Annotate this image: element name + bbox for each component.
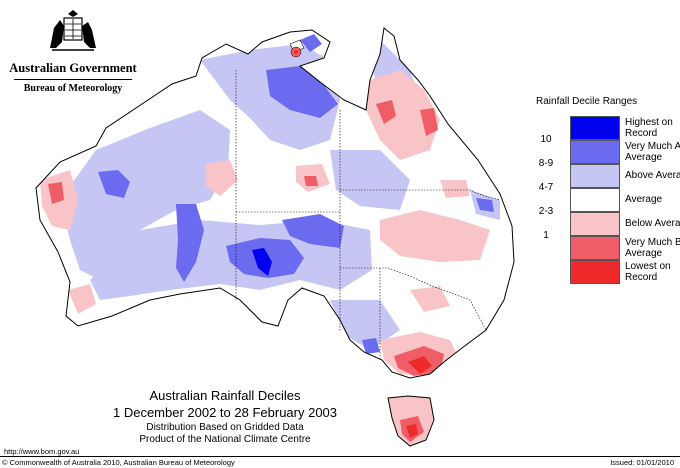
legend-label: Above Average [625, 170, 680, 181]
legend-swatch [570, 212, 620, 236]
map-title: Australian Rainfall Deciles [149, 388, 301, 403]
footer-bar: © Commonwealth of Australia 2010, Austra… [0, 456, 680, 468]
legend-item-above: 8-9 Above Average [526, 158, 680, 188]
map-note-distribution: Distribution Based on Gridded Data [146, 422, 304, 433]
bom-url-link[interactable]: http://www.bom.gov.au [4, 447, 80, 456]
legend-label: Very Much Above Average [625, 141, 680, 163]
issued-date: Issued: 01/01/2010 [610, 458, 674, 467]
map-period: 1 December 2002 to 28 February 2003 [112, 405, 338, 420]
legend-item-average: 4-7 Average [526, 182, 676, 212]
legend-swatch [570, 140, 620, 164]
legend-swatch [570, 116, 620, 140]
legend-swatch [570, 236, 620, 260]
legend-swatch [570, 260, 620, 284]
map-note-product: Product of the National Climate Centre [139, 434, 311, 445]
legend-range: 10 [540, 134, 552, 145]
coat-of-arms-icon [50, 10, 96, 51]
tasmania [387, 395, 435, 447]
copyright-text: © Commonwealth of Australia 2010, Austra… [2, 458, 235, 467]
australian-government-logo: Australian Government Bureau of Meteorol… [8, 8, 138, 94]
legend-title: Rainfall Decile Ranges [536, 96, 638, 107]
logo-divider [14, 79, 132, 80]
legend-swatch [570, 164, 620, 188]
legend-item-very-much-above: 10 Very Much Above Average [526, 134, 680, 164]
government-name: Australian Government [9, 61, 137, 75]
legend-item-very-much-below: 1 Very Much Below Average [526, 230, 680, 260]
bureau-name: Bureau of Meteorology [23, 83, 123, 94]
legend-label: Very Much Below Average [625, 237, 680, 259]
legend-label: Average [625, 194, 663, 205]
legend-range: 2-3 [538, 206, 554, 217]
legend-label: Lowest on Record [625, 261, 671, 283]
legend-label: Below Average [625, 218, 680, 229]
legend-item-lowest: Lowest on Record [526, 260, 676, 284]
legend-label: Highest on Record [625, 117, 673, 139]
legend-range: 4-7 [538, 182, 554, 193]
legend-range: 1 [543, 230, 549, 241]
legend-item-highest: Highest on Record [526, 116, 676, 140]
legend-item-below: 2-3 Below Average [526, 206, 680, 236]
legend-range: 8-9 [538, 158, 554, 169]
legend-swatch [570, 188, 620, 212]
